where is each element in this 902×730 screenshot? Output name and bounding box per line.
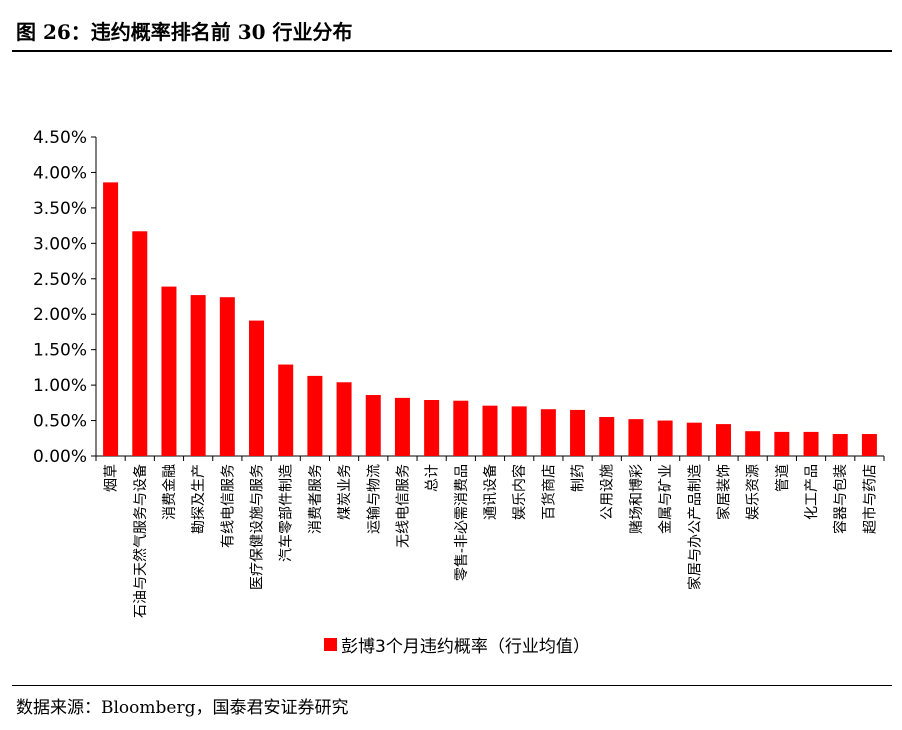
bar bbox=[424, 399, 440, 456]
bar bbox=[394, 397, 410, 456]
source-rule bbox=[12, 685, 892, 686]
bar bbox=[628, 419, 644, 456]
legend-swatch bbox=[324, 638, 337, 651]
x-tick-label: 汽车零部件制造 bbox=[278, 464, 295, 562]
x-tick-label: 娱乐内容 bbox=[511, 464, 528, 520]
bar bbox=[745, 431, 761, 456]
source-note: 数据来源：Bloomberg，国泰君安证券研究 bbox=[16, 698, 349, 718]
x-tick-label: 医疗保健设施与服务 bbox=[250, 464, 266, 590]
bar bbox=[715, 424, 731, 456]
y-tick-label: 3.00% bbox=[33, 234, 87, 254]
y-tick-label: 2.00% bbox=[33, 305, 87, 325]
bar bbox=[803, 431, 819, 456]
y-tick-label: 1.50% bbox=[33, 341, 87, 361]
x-tick-label: 烟草 bbox=[104, 464, 120, 492]
x-tick-label: 有线电信服务 bbox=[220, 464, 236, 548]
y-tick-label: 4.00% bbox=[33, 163, 87, 183]
bar bbox=[511, 406, 527, 456]
legend-label: 彭博3个月违约概率（行业均值） bbox=[341, 637, 590, 657]
bar bbox=[336, 382, 352, 456]
x-tick-label: 家居装饰 bbox=[715, 464, 732, 520]
bar bbox=[453, 400, 469, 456]
bar bbox=[103, 182, 119, 456]
bar bbox=[686, 422, 702, 456]
x-tick-label: 石油与天然气服务与设备 bbox=[132, 464, 149, 618]
x-tick-label: 娱乐资源 bbox=[746, 464, 762, 520]
bar bbox=[482, 405, 498, 456]
x-tick-label: 煤炭业务 bbox=[337, 464, 353, 520]
y-tick-label: 0.00% bbox=[33, 447, 87, 467]
x-tick-label: 管道 bbox=[775, 464, 791, 492]
x-tick-label: 通讯设备 bbox=[482, 464, 499, 520]
x-tick-label: 容器与包装 bbox=[832, 464, 849, 534]
bar bbox=[774, 431, 790, 456]
x-tick-label: 勘探及生产 bbox=[191, 464, 207, 534]
x-tick-label: 零售-非必需消费品 bbox=[454, 464, 470, 581]
bar bbox=[861, 434, 877, 456]
y-tick-label: 2.50% bbox=[33, 270, 87, 290]
x-tick-label: 赌场和博彩 bbox=[628, 464, 645, 534]
bar bbox=[599, 417, 615, 456]
x-tick-label: 制药 bbox=[571, 464, 587, 492]
x-tick-label: 消费者服务 bbox=[308, 464, 324, 534]
x-tick-label: 运输与物流 bbox=[366, 464, 382, 534]
y-tick-label: 0.50% bbox=[33, 412, 87, 432]
chart-legend: 彭博3个月违约概率（行业均值） bbox=[324, 632, 590, 657]
bar bbox=[219, 297, 235, 456]
x-tick-label: 百货商店 bbox=[540, 464, 557, 520]
y-tick-label: 3.50% bbox=[33, 199, 87, 219]
bar bbox=[132, 231, 148, 456]
bar bbox=[657, 420, 673, 456]
bar bbox=[249, 320, 265, 456]
bar bbox=[278, 364, 294, 456]
bar bbox=[307, 375, 323, 456]
x-tick-label: 无线电信服务 bbox=[395, 464, 411, 548]
y-tick-label: 4.50% bbox=[33, 128, 87, 148]
x-tick-label: 化工产品 bbox=[804, 464, 820, 520]
bar bbox=[161, 286, 177, 456]
bar bbox=[832, 434, 848, 456]
x-tick-label: 超市与药店 bbox=[861, 464, 878, 534]
x-tick-label: 公用设施 bbox=[600, 464, 616, 520]
x-tick-label: 消费金融 bbox=[162, 464, 178, 520]
bar-chart: 0.00% 0.50% 1.00% 1.50% 2.00% 2.50% 3.00% 3.50%… bbox=[33, 128, 885, 618]
bar bbox=[190, 295, 206, 456]
figure-title: 图 26：违约概率排名前 30 行业分布 bbox=[16, 20, 353, 44]
y-tick-label: 1.00% bbox=[33, 376, 87, 396]
x-tick-label: 家居与办公产品制造 bbox=[686, 464, 703, 590]
x-tick-label: 总计 bbox=[425, 464, 441, 492]
bar bbox=[365, 395, 381, 456]
bar bbox=[540, 409, 556, 456]
x-tick-label: 金属与矿业 bbox=[658, 464, 674, 534]
bar bbox=[570, 409, 586, 456]
title-rule bbox=[12, 50, 892, 52]
